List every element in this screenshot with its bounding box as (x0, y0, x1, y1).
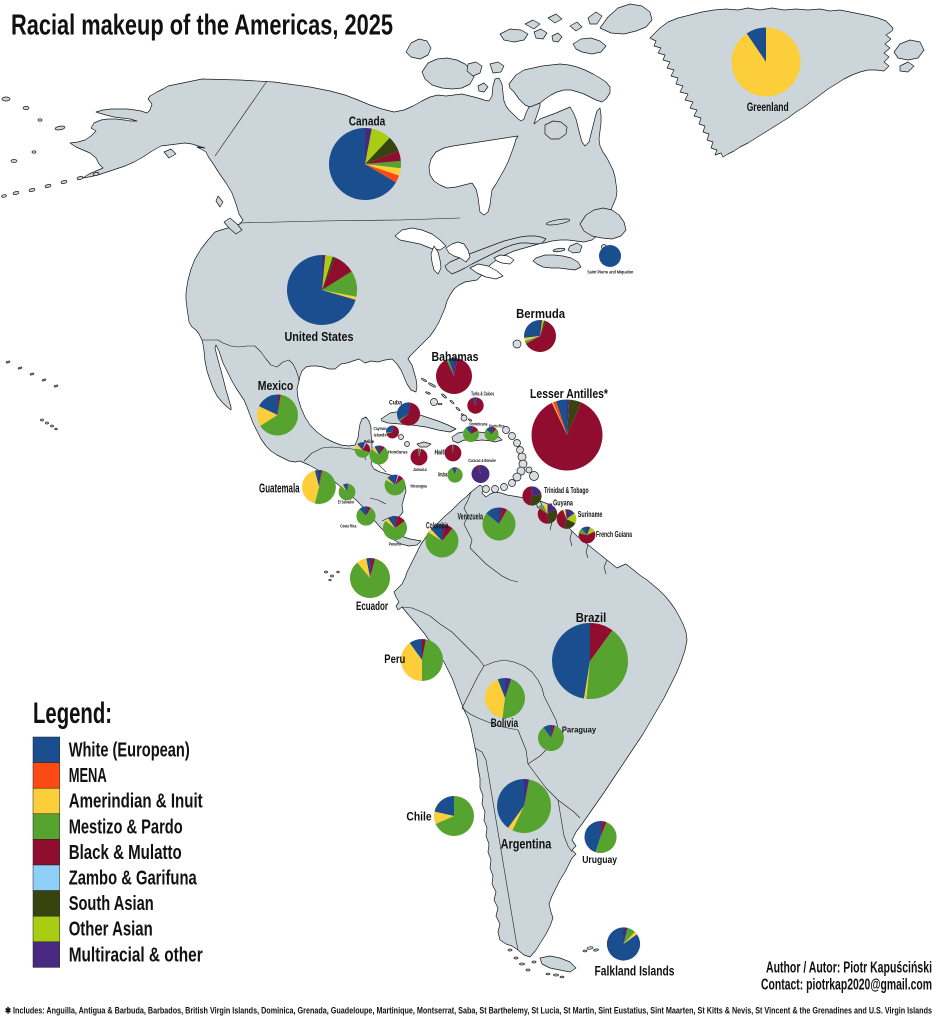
svg-text:Costa Rica: Costa Rica (340, 524, 356, 530)
svg-text:Multiracial & other: Multiracial & other (69, 944, 203, 966)
svg-text:Greenland: Greenland (747, 100, 789, 114)
svg-text:MENA: MENA (69, 765, 107, 787)
svg-text:Zambo & Garifuna: Zambo & Garifuna (69, 868, 198, 890)
svg-text:✱ Includes: Anguilla, Antigua: ✱ Includes: Anguilla, Antigua & Barbuda,… (5, 1006, 932, 1016)
svg-text:Venezuela: Venezuela (457, 512, 483, 522)
svg-text:Guyana: Guyana (553, 498, 573, 507)
svg-text:Saint Pierre and Miquelon: Saint Pierre and Miquelon (587, 270, 633, 276)
svg-text:French Guiana: French Guiana (596, 530, 632, 539)
svg-text:Author / Autor: Piotr Kapuściń: Author / Autor: Piotr Kapuściński (766, 960, 932, 977)
svg-text:Belize: Belize (364, 439, 374, 445)
svg-text:Brazil: Brazil (576, 610, 607, 625)
svg-text:Panama: Panama (389, 542, 401, 548)
svg-text:United States: United States (285, 329, 354, 344)
svg-text:Honduras: Honduras (388, 450, 408, 456)
svg-text:Suriname: Suriname (578, 510, 603, 519)
svg-text:Ecuador: Ecuador (356, 601, 388, 613)
svg-text:Puerto Rico: Puerto Rico (489, 424, 505, 430)
svg-text:Peru: Peru (384, 654, 405, 666)
svg-text:Mexico: Mexico (258, 379, 294, 393)
svg-text:South Asian: South Asian (69, 893, 154, 915)
svg-text:Trinidad & Tobago: Trinidad & Tobago (544, 486, 589, 495)
svg-text:Legend:: Legend: (33, 697, 112, 730)
svg-text:Colombia: Colombia (426, 521, 449, 531)
svg-text:Lesser Antilles*: Lesser Antilles* (530, 386, 609, 401)
svg-text:Guatemala: Guatemala (259, 482, 300, 496)
svg-text:Bolivia: Bolivia (491, 718, 519, 730)
svg-text:Curacao & Bonaire: Curacao & Bonaire (468, 458, 496, 464)
svg-text:White (European): White (European) (69, 740, 190, 762)
svg-text:Canada: Canada (349, 114, 386, 129)
svg-text:Dominicana: Dominicana (469, 422, 487, 428)
svg-text:Contact: piotrkap2020@gmail.co: Contact: piotrkap2020@gmail.com (761, 977, 932, 994)
svg-text:Cuba: Cuba (389, 400, 402, 407)
svg-text:Uruguay: Uruguay (582, 854, 617, 866)
svg-text:Islands: Islands (374, 432, 387, 438)
svg-text:El Salvador: El Salvador (338, 500, 355, 506)
svg-text:Chile: Chile (406, 812, 431, 824)
svg-text:Mestizo & Pardo: Mestizo & Pardo (69, 816, 183, 838)
svg-text:Falkland Islands: Falkland Islands (595, 964, 675, 979)
svg-text:Cayman: Cayman (374, 426, 387, 432)
svg-text:Haiti: Haiti (435, 450, 446, 457)
svg-text:Other Asian: Other Asian (69, 919, 153, 941)
svg-text:Jamaica: Jamaica (413, 467, 427, 473)
svg-text:Paraguay: Paraguay (562, 725, 597, 735)
svg-text:Racial makeup of the Americas,: Racial makeup of the Americas, 2025 (11, 10, 393, 42)
svg-text:Bahamas: Bahamas (432, 349, 479, 364)
svg-text:Turks & Caicos: Turks & Caicos (471, 392, 494, 398)
svg-text:Bermuda: Bermuda (516, 306, 566, 321)
svg-text:Aruba: Aruba (438, 473, 448, 479)
svg-text:Nicaragua: Nicaragua (410, 483, 427, 489)
svg-text:Amerindian & Inuit: Amerindian & Inuit (69, 791, 203, 813)
svg-text:Argentina: Argentina (501, 837, 552, 852)
svg-text:Black & Mulatto: Black & Mulatto (69, 842, 182, 864)
